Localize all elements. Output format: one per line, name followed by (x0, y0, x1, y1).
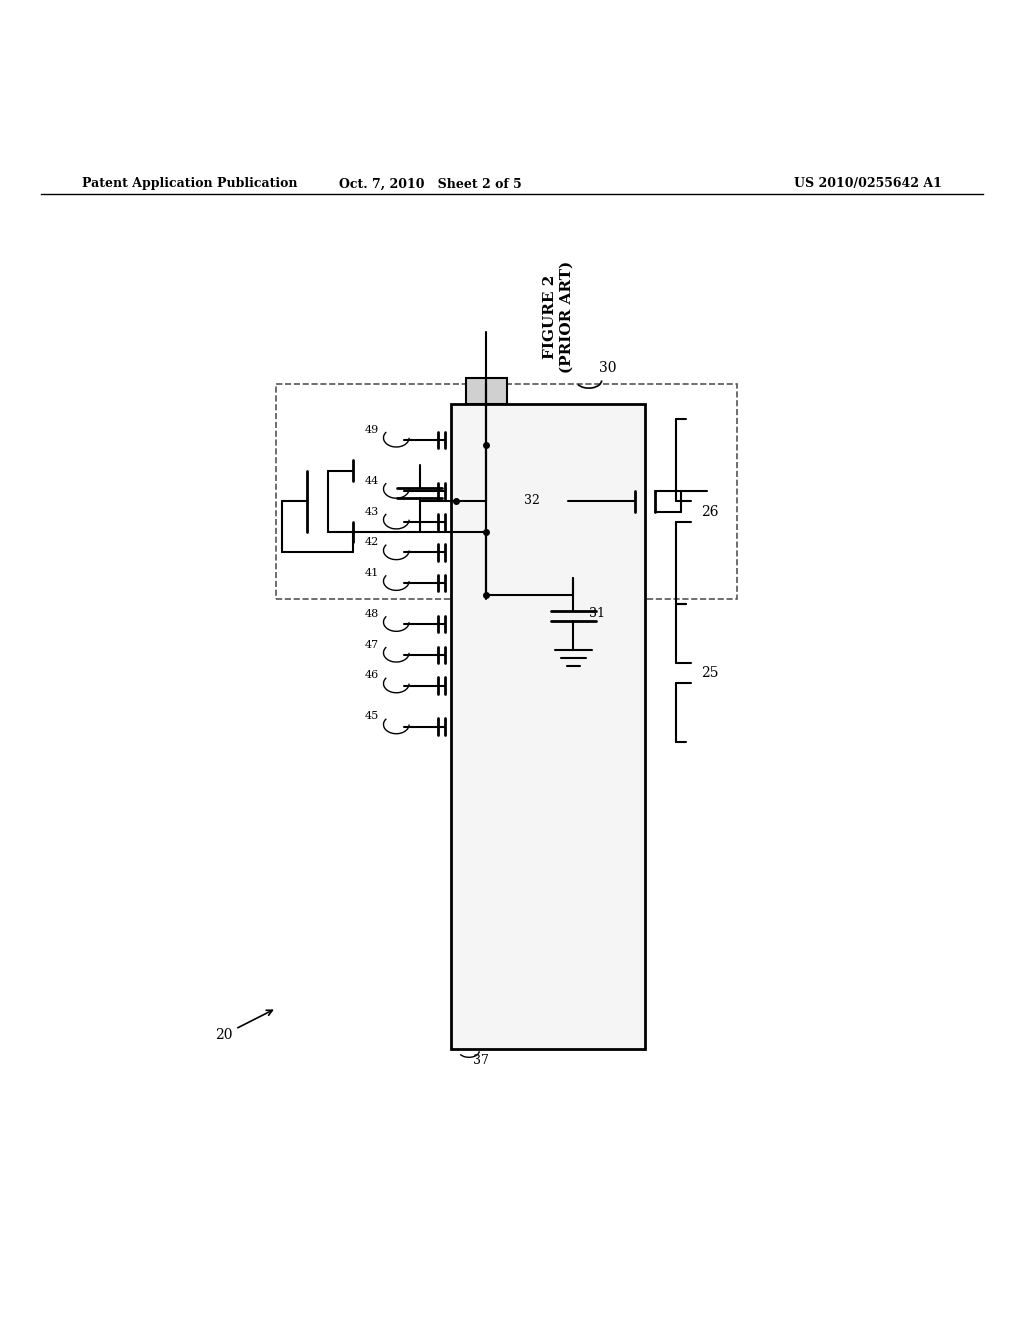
Text: 44: 44 (365, 477, 379, 486)
Text: 26: 26 (701, 504, 719, 519)
Bar (276, 384, 737, 598)
Text: 25: 25 (701, 665, 719, 680)
Text: FIGURE 2
(PRIOR ART): FIGURE 2 (PRIOR ART) (543, 261, 573, 374)
Bar (466, 379, 507, 404)
Text: Oct. 7, 2010   Sheet 2 of 5: Oct. 7, 2010 Sheet 2 of 5 (339, 177, 521, 190)
Text: US 2010/0255642 A1: US 2010/0255642 A1 (795, 177, 942, 190)
Text: 30: 30 (599, 362, 616, 375)
Text: Patent Application Publication: Patent Application Publication (82, 177, 297, 190)
Text: 42: 42 (365, 537, 379, 548)
Text: 46: 46 (365, 671, 379, 681)
Text: 31: 31 (589, 607, 605, 620)
Text: 47: 47 (365, 640, 379, 649)
Text: 43: 43 (365, 507, 379, 516)
Text: 45: 45 (365, 711, 379, 722)
Text: 48: 48 (365, 609, 379, 619)
Text: 49: 49 (365, 425, 379, 434)
Text: 41: 41 (365, 568, 379, 578)
Text: 32: 32 (524, 494, 541, 507)
Text: 37: 37 (473, 1055, 489, 1068)
Text: 20: 20 (215, 1010, 272, 1041)
Bar (451, 404, 645, 1049)
